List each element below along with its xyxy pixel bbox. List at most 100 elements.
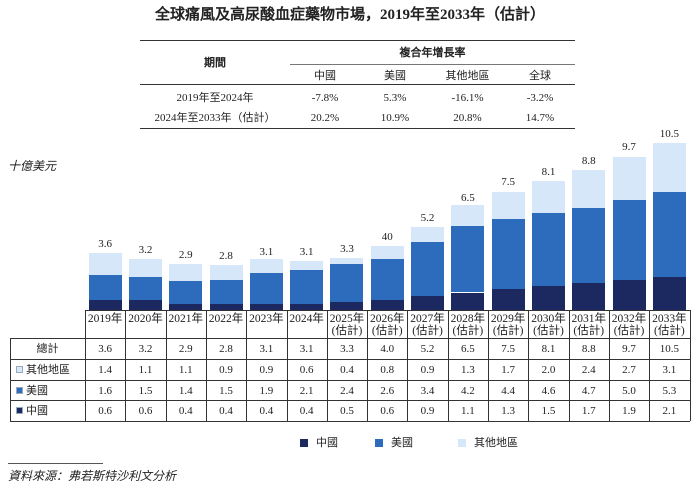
category-label: 2033年 (估計) [652, 313, 687, 337]
row-label: 總計 [36, 343, 59, 355]
bar-segment [249, 259, 283, 274]
bar-segment [531, 213, 565, 287]
bar-segment [612, 157, 646, 201]
cell: 10.9% [380, 112, 410, 124]
cell: 0.4 [219, 405, 233, 417]
cell: 1.9 [622, 405, 636, 417]
cell: -7.8% [311, 92, 339, 104]
category-label: 2020年 [128, 313, 163, 325]
bar-top-label: 3.6 [98, 237, 113, 250]
bar-segment [88, 252, 122, 275]
cell: 4.6 [541, 385, 556, 397]
cell: 0.4 [340, 364, 354, 376]
cell: 0.9 [259, 364, 274, 376]
bar-segment [128, 276, 162, 301]
cell: 2.1 [299, 385, 314, 397]
cell: 2.7 [622, 364, 636, 376]
cell: 2.4 [340, 385, 354, 397]
cell: 5.2 [420, 343, 435, 355]
bar-segment [169, 303, 203, 310]
bar-top-label: 3.1 [259, 245, 274, 258]
cell: 1.5 [541, 405, 556, 417]
cell: 6.5 [460, 343, 475, 355]
bar-segment [652, 192, 686, 277]
cell: 0.6 [98, 405, 113, 417]
rule [407, 310, 409, 421]
bar-segment [531, 181, 565, 213]
cell: 3.3 [340, 343, 354, 355]
rule [568, 310, 570, 421]
rule [488, 310, 489, 421]
bar-top-label: 3.3 [340, 242, 354, 255]
cell: 0.4 [178, 405, 193, 417]
source: 資料來源：弗若斯特沙利文分析 [8, 469, 177, 483]
category-label: 2028年 (估計) [450, 313, 486, 337]
bar-top-label: 2.8 [219, 250, 233, 263]
rule [10, 359, 690, 360]
bar-top-label: 9.7 [622, 140, 636, 153]
source-rule [8, 463, 103, 464]
bar-segment [209, 303, 243, 310]
th: 全球 [529, 70, 551, 82]
row-label: 其他地區 [26, 364, 70, 376]
th: 美國 [384, 70, 406, 82]
cell: 0.9 [420, 364, 435, 376]
cell: 5.3 [662, 385, 677, 397]
category-label: 2024年 [289, 313, 324, 325]
bar-top-label: 8.8 [581, 155, 596, 168]
cell: 4.7 [581, 385, 596, 397]
cell: 0.4 [299, 405, 314, 417]
bar-segment [128, 300, 162, 310]
th: 其他地區 [445, 70, 490, 82]
bar-segment [491, 289, 525, 310]
bar-segment [451, 205, 485, 226]
row-label: 中國 [26, 405, 48, 417]
rule [367, 310, 369, 421]
rule [689, 310, 691, 421]
rule [608, 310, 610, 421]
rule [246, 310, 248, 421]
bar-segment [88, 275, 122, 301]
legend-label: 其他地區 [474, 437, 518, 449]
th: 期間 [204, 57, 226, 69]
cell: 3.4 [420, 385, 435, 397]
bar-segment [330, 302, 364, 310]
cell: 1.4 [98, 364, 113, 376]
cell: 1.6 [98, 385, 113, 397]
bar-segment [209, 265, 243, 280]
bar-top-label: 10.5 [659, 128, 679, 141]
bar-segment [249, 303, 283, 310]
cell: 1.4 [178, 385, 193, 397]
bar-segment [411, 241, 445, 296]
cell: 0.6 [380, 405, 395, 417]
cell: 4.0 [380, 343, 395, 355]
rule [85, 310, 690, 311]
legend-label: 中國 [316, 437, 338, 449]
cell: 1.1 [460, 405, 475, 417]
category-label: 2029年 (估計) [490, 313, 526, 337]
cell: 1.7 [501, 364, 516, 376]
bar-segment [370, 300, 404, 310]
legend-swatch [300, 439, 308, 447]
rule [10, 338, 11, 421]
rule [326, 310, 328, 421]
row-label: 2019年至2024年 [176, 92, 254, 104]
cell: 3.1 [259, 343, 274, 355]
rule [125, 310, 127, 421]
bar-top-label: 3.1 [299, 245, 314, 258]
cell: 2.0 [541, 364, 556, 376]
cell: 3.2 [138, 343, 153, 355]
th: 中國 [314, 70, 336, 82]
cell: 2.8 [219, 343, 233, 355]
rule [140, 128, 575, 129]
bar-segment [572, 170, 606, 209]
row-label: 美國 [26, 385, 48, 397]
cell: 2.6 [380, 385, 395, 397]
legend-swatch [458, 439, 466, 447]
cell: 9.7 [622, 343, 636, 355]
bar-segment [209, 279, 243, 304]
category-label: 2030年 (估計) [531, 313, 566, 337]
bar-top-label: 8.1 [541, 166, 556, 179]
cell: 10.5 [659, 343, 679, 355]
